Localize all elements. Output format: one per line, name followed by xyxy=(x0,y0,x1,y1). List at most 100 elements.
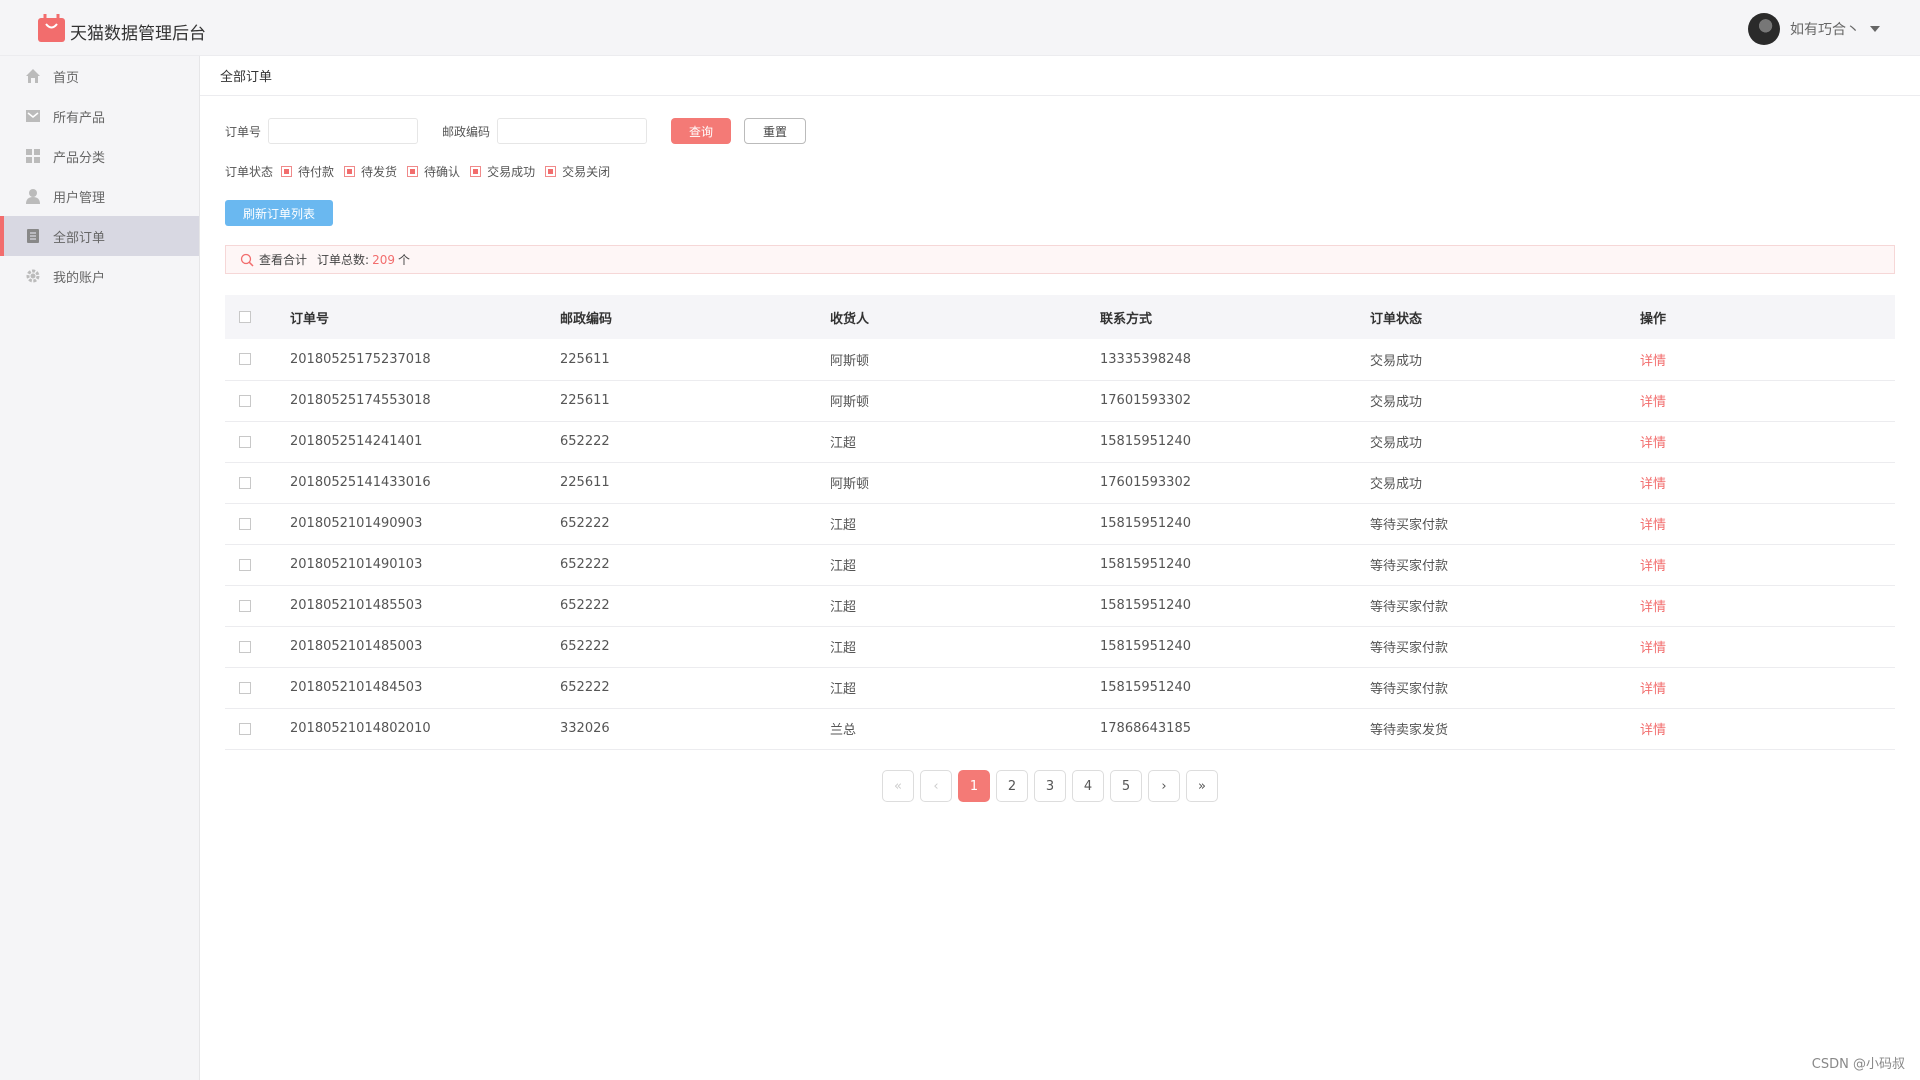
row-checkbox[interactable] xyxy=(239,599,251,612)
recipient-cell: 兰总 xyxy=(830,708,1100,750)
order-summary-bar: 查看合计 订单总数: 209 个 xyxy=(225,245,1895,274)
zip-code-cell: 652222 xyxy=(560,667,830,709)
sidebar-item-label: 首页 xyxy=(53,70,80,86)
order-number-cell: 2018052101484503 xyxy=(290,667,560,709)
row-checkbox[interactable] xyxy=(239,558,251,571)
order-status-cell: 等待买家付款 xyxy=(1370,667,1640,709)
sidebar-item-orders[interactable]: 全部订单 xyxy=(0,216,199,256)
order-total-count: 209 xyxy=(372,252,395,267)
order-status-cell: 等待卖家发货 xyxy=(1370,708,1640,750)
row-checkbox[interactable] xyxy=(239,435,251,448)
row-select-cell xyxy=(225,462,290,504)
row-select-cell xyxy=(225,380,290,422)
header-recipient: 收货人 xyxy=(830,295,1100,339)
prev-page-button[interactable]: ‹ xyxy=(920,770,952,802)
sidebar-item-account[interactable]: 我的账户 xyxy=(0,256,199,296)
row-checkbox[interactable] xyxy=(239,640,251,653)
detail-link[interactable]: 详情 xyxy=(1640,395,1667,410)
contact-cell: 15815951240 xyxy=(1100,626,1370,668)
row-select-cell xyxy=(225,503,290,545)
chevron-down-icon[interactable] xyxy=(1870,26,1880,32)
header-order-status: 订单状态 xyxy=(1370,295,1640,339)
zip-code-cell: 652222 xyxy=(560,626,830,668)
row-checkbox[interactable] xyxy=(239,722,251,735)
status-option-label: 交易关闭 xyxy=(562,165,611,179)
last-page-button[interactable]: » xyxy=(1186,770,1218,802)
zip-code-cell: 652222 xyxy=(560,421,830,463)
row-select-cell xyxy=(225,421,290,463)
order-number-cell: 20180525174553018 xyxy=(290,380,560,422)
detail-link[interactable]: 详情 xyxy=(1640,600,1667,615)
page-button-4[interactable]: 4 xyxy=(1072,770,1104,802)
contact-cell: 15815951240 xyxy=(1100,667,1370,709)
detail-link[interactable]: 详情 xyxy=(1640,477,1667,492)
sidebar-item-users[interactable]: 用户管理 xyxy=(0,176,199,216)
detail-link[interactable]: 详情 xyxy=(1640,353,1667,369)
zip-code-cell: 332026 xyxy=(560,708,830,750)
order-number-cell: 2018052101485003 xyxy=(290,626,560,668)
contact-cell: 15815951240 xyxy=(1100,421,1370,463)
detail-link[interactable]: 详情 xyxy=(1640,518,1667,533)
first-page-button[interactable]: « xyxy=(882,770,914,802)
table-row: 2018052101484503 652222 江超 15815951240 等待买家付… xyxy=(225,667,1895,709)
status-checkbox-pending-confirm[interactable] xyxy=(407,166,419,177)
status-checkbox-closed[interactable] xyxy=(545,166,557,177)
row-checkbox[interactable] xyxy=(239,681,251,694)
action-cell: 详情 xyxy=(1640,421,1895,463)
sidebar-item-label: 产品分类 xyxy=(53,150,106,166)
detail-link[interactable]: 详情 xyxy=(1640,682,1667,697)
page-button-1[interactable]: 1 xyxy=(958,770,990,802)
page-button-3[interactable]: 3 xyxy=(1034,770,1066,802)
sidebar-item-products[interactable]: 所有产品 xyxy=(0,96,199,136)
detail-link[interactable]: 详情 xyxy=(1640,559,1667,574)
zip-code-cell: 652222 xyxy=(560,585,830,627)
status-checkbox-pending-shipment[interactable] xyxy=(344,166,356,177)
row-select-cell xyxy=(225,544,290,586)
query-button[interactable]: 查询 xyxy=(671,118,732,144)
row-select-cell xyxy=(225,626,290,668)
recipient-cell: 江超 xyxy=(830,626,1100,668)
row-checkbox[interactable] xyxy=(239,476,251,489)
status-checkbox-pending-payment[interactable] xyxy=(281,166,293,177)
order-status-cell: 等待买家付款 xyxy=(1370,626,1640,668)
row-checkbox[interactable] xyxy=(239,394,251,407)
contact-cell: 15815951240 xyxy=(1100,585,1370,627)
order-status-cell: 等待买家付款 xyxy=(1370,544,1640,586)
avatar[interactable] xyxy=(1748,13,1780,45)
select-all-checkbox[interactable] xyxy=(239,311,251,323)
page-button-2[interactable]: 2 xyxy=(996,770,1028,802)
page-button-5[interactable]: 5 xyxy=(1110,770,1142,802)
pagination: « ‹ 1 2 3 4 5 › » xyxy=(882,770,1224,802)
table-row: 2018052101490103 652222 江超 15815951240 等待买家付… xyxy=(225,544,1895,586)
sidebar-item-categories[interactable]: 产品分类 xyxy=(0,136,199,176)
zip-code-input[interactable] xyxy=(497,118,648,144)
watermark: CSDN @小码叔 xyxy=(1811,1057,1905,1072)
next-page-button[interactable]: › xyxy=(1148,770,1180,802)
user-menu[interactable]: 如有巧合丶 xyxy=(1748,13,1880,45)
table-row: 20180525141433016 225611 阿斯顿 17601593302 交易成… xyxy=(225,462,1895,504)
zip-code-cell: 225611 xyxy=(560,339,830,381)
recipient-cell: 江超 xyxy=(830,421,1100,463)
order-number-cell: 20180525141433016 xyxy=(290,462,560,504)
username[interactable]: 如有巧合丶 xyxy=(1790,22,1860,38)
header-contact: 联系方式 xyxy=(1100,295,1370,339)
row-select-cell xyxy=(225,585,290,627)
page-title: 全部订单 xyxy=(200,56,1920,96)
detail-link[interactable]: 详情 xyxy=(1640,723,1667,738)
search-icon xyxy=(240,253,254,267)
order-number-input[interactable] xyxy=(268,118,419,144)
reset-button[interactable]: 重置 xyxy=(744,118,807,144)
row-checkbox[interactable] xyxy=(239,517,251,530)
status-option-label: 交易成功 xyxy=(487,165,536,179)
select-all-cell xyxy=(225,295,290,339)
status-checkbox-success[interactable] xyxy=(470,166,482,177)
detail-link[interactable]: 详情 xyxy=(1640,436,1667,451)
refresh-order-list-button[interactable]: 刷新订单列表 xyxy=(225,200,333,226)
order-number-cell: 2018052101490103 xyxy=(290,544,560,586)
order-status-cell: 交易成功 xyxy=(1370,380,1640,422)
contact-cell: 15815951240 xyxy=(1100,503,1370,545)
order-status-cell: 交易成功 xyxy=(1370,339,1640,381)
detail-link[interactable]: 详情 xyxy=(1640,641,1667,656)
sidebar-item-home[interactable]: 首页 xyxy=(0,56,199,96)
row-checkbox[interactable] xyxy=(239,353,251,366)
